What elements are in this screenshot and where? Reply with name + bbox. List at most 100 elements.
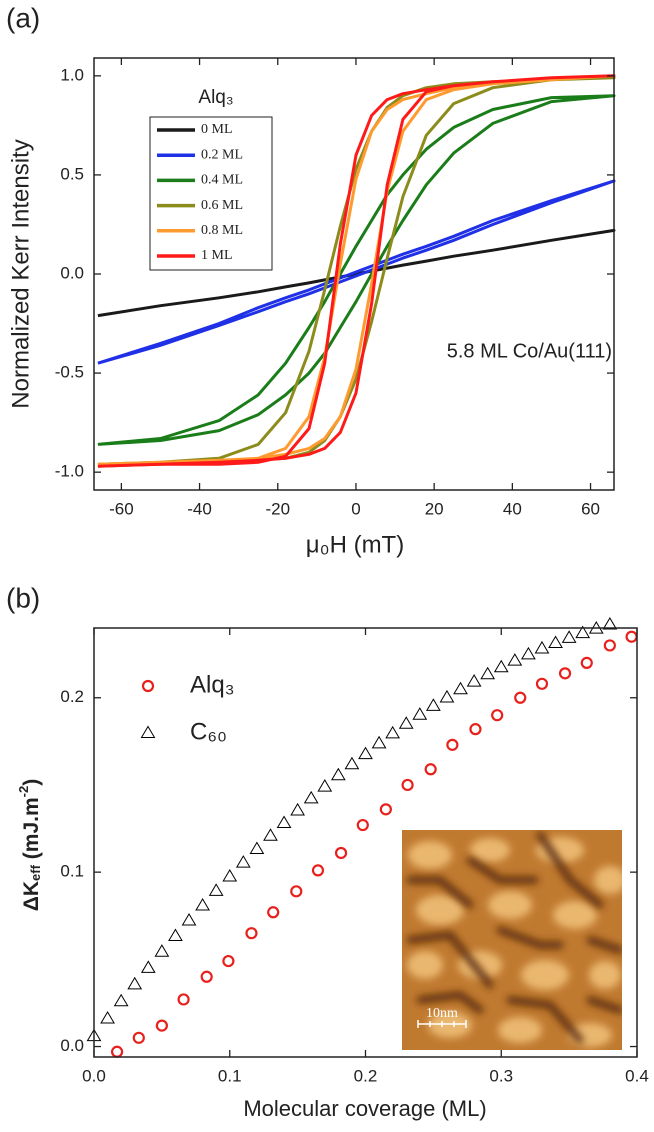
scale-bar-label: 10nm xyxy=(426,1006,458,1021)
legend-title: Alq₃ xyxy=(198,87,233,108)
data-point xyxy=(560,668,570,678)
y-tick-label: -1.0 xyxy=(55,462,84,481)
data-point xyxy=(210,884,223,895)
x-tick-label: 0.3 xyxy=(489,1066,513,1085)
x-axis-title: μ₀H (mT) xyxy=(306,531,404,558)
legend-label: 0.8 ML xyxy=(201,223,243,238)
data-point xyxy=(169,929,182,940)
data-point xyxy=(345,758,358,769)
data-point xyxy=(440,691,453,702)
x-tick-label: 0.4 xyxy=(625,1066,649,1085)
data-point xyxy=(359,748,372,759)
data-point xyxy=(470,724,480,734)
data-point xyxy=(318,780,331,791)
legend-label: Alq₃ xyxy=(190,671,234,698)
y-title-part: ΔK xyxy=(20,881,43,911)
legend-label: C₆₀ xyxy=(190,718,227,745)
data-point xyxy=(522,648,535,659)
data-point xyxy=(179,994,189,1004)
data-point xyxy=(427,699,440,710)
data-point xyxy=(582,658,592,668)
legend-label: 0.4 ML xyxy=(201,173,243,188)
data-point xyxy=(535,642,548,653)
data-point xyxy=(305,792,318,803)
legend-label: 0.2 ML xyxy=(201,147,243,162)
panel-label: (b) xyxy=(6,582,40,613)
data-point xyxy=(537,679,547,689)
x-tick-label: 20 xyxy=(425,499,444,518)
data-point xyxy=(605,640,615,650)
y-axis-title: ΔKeff (mJ.m-2) xyxy=(16,779,43,911)
x-tick-label: 0.0 xyxy=(82,1066,106,1085)
data-point xyxy=(495,661,508,672)
x-tick-label: 0 xyxy=(351,499,360,518)
data-point xyxy=(492,710,502,720)
data-point xyxy=(373,737,386,748)
data-point xyxy=(134,1033,144,1043)
data-point xyxy=(400,717,413,728)
data-point xyxy=(481,668,494,679)
data-point xyxy=(157,1021,167,1031)
data-point xyxy=(515,693,525,703)
y-tick-label: -0.5 xyxy=(55,363,84,382)
y-title-part: ) xyxy=(20,779,43,786)
data-point xyxy=(155,945,168,956)
x-tick-label: -20 xyxy=(265,499,290,518)
x-tick-label: 40 xyxy=(503,499,522,518)
data-point xyxy=(101,1012,114,1023)
data-point xyxy=(202,972,212,982)
y-title-sup: -2 xyxy=(16,786,31,798)
data-point xyxy=(291,804,304,815)
y-axis-title: Normalized Kerr Intensity xyxy=(7,139,34,408)
legend-box xyxy=(150,117,272,270)
annotation: 5.8 ML Co/Au(111) xyxy=(447,340,612,362)
data-point xyxy=(627,632,637,642)
data-point xyxy=(403,780,413,790)
data-point xyxy=(563,631,576,642)
x-tick-label: 0.1 xyxy=(218,1066,242,1085)
data-point xyxy=(237,856,250,867)
figure: (a) μ₀H (mT) Normalized Kerr Intensity A… xyxy=(0,0,654,1132)
data-point xyxy=(332,769,345,780)
data-point xyxy=(128,978,141,989)
data-point xyxy=(386,727,399,738)
x-tick-label: 60 xyxy=(581,499,600,518)
data-point xyxy=(196,899,209,910)
x-tick-label: -60 xyxy=(109,499,134,518)
x-axis-title: Molecular coverage (ML) xyxy=(243,1096,486,1121)
data-point xyxy=(183,914,196,925)
y-tick-label: 0.5 xyxy=(60,164,84,183)
legend-marker xyxy=(142,727,155,738)
data-point xyxy=(336,848,346,858)
data-point xyxy=(468,675,481,686)
data-point xyxy=(278,816,291,827)
legend-label: 0 ML xyxy=(201,122,233,137)
legend-marker xyxy=(143,681,153,691)
y-title-part: (mJ.m xyxy=(20,797,43,865)
y-title-sub: eff xyxy=(28,864,43,881)
y-tick-label: 0.0 xyxy=(60,263,84,282)
y-tick-label: 1.0 xyxy=(60,65,84,84)
data-point xyxy=(454,683,467,694)
data-point xyxy=(142,961,155,972)
legend-label: 1 ML xyxy=(201,248,233,263)
data-point xyxy=(549,636,562,647)
data-point xyxy=(112,1047,122,1057)
data-point xyxy=(313,865,323,875)
data-point xyxy=(246,928,256,938)
y-tick-label: 0.1 xyxy=(60,862,84,881)
panel-label: (a) xyxy=(6,2,40,33)
data-point xyxy=(250,842,263,853)
data-point xyxy=(115,995,128,1006)
data-point xyxy=(223,870,236,881)
legend-label: 0.6 ML xyxy=(201,198,243,213)
data-point xyxy=(413,708,426,719)
x-tick-label: 0.2 xyxy=(354,1066,378,1085)
y-tick-label: 0.0 xyxy=(60,1036,84,1055)
data-point xyxy=(426,764,436,774)
data-point xyxy=(223,956,233,966)
data-point xyxy=(268,907,278,917)
data-point xyxy=(381,804,391,814)
data-point xyxy=(508,654,521,665)
data-point xyxy=(447,740,457,750)
